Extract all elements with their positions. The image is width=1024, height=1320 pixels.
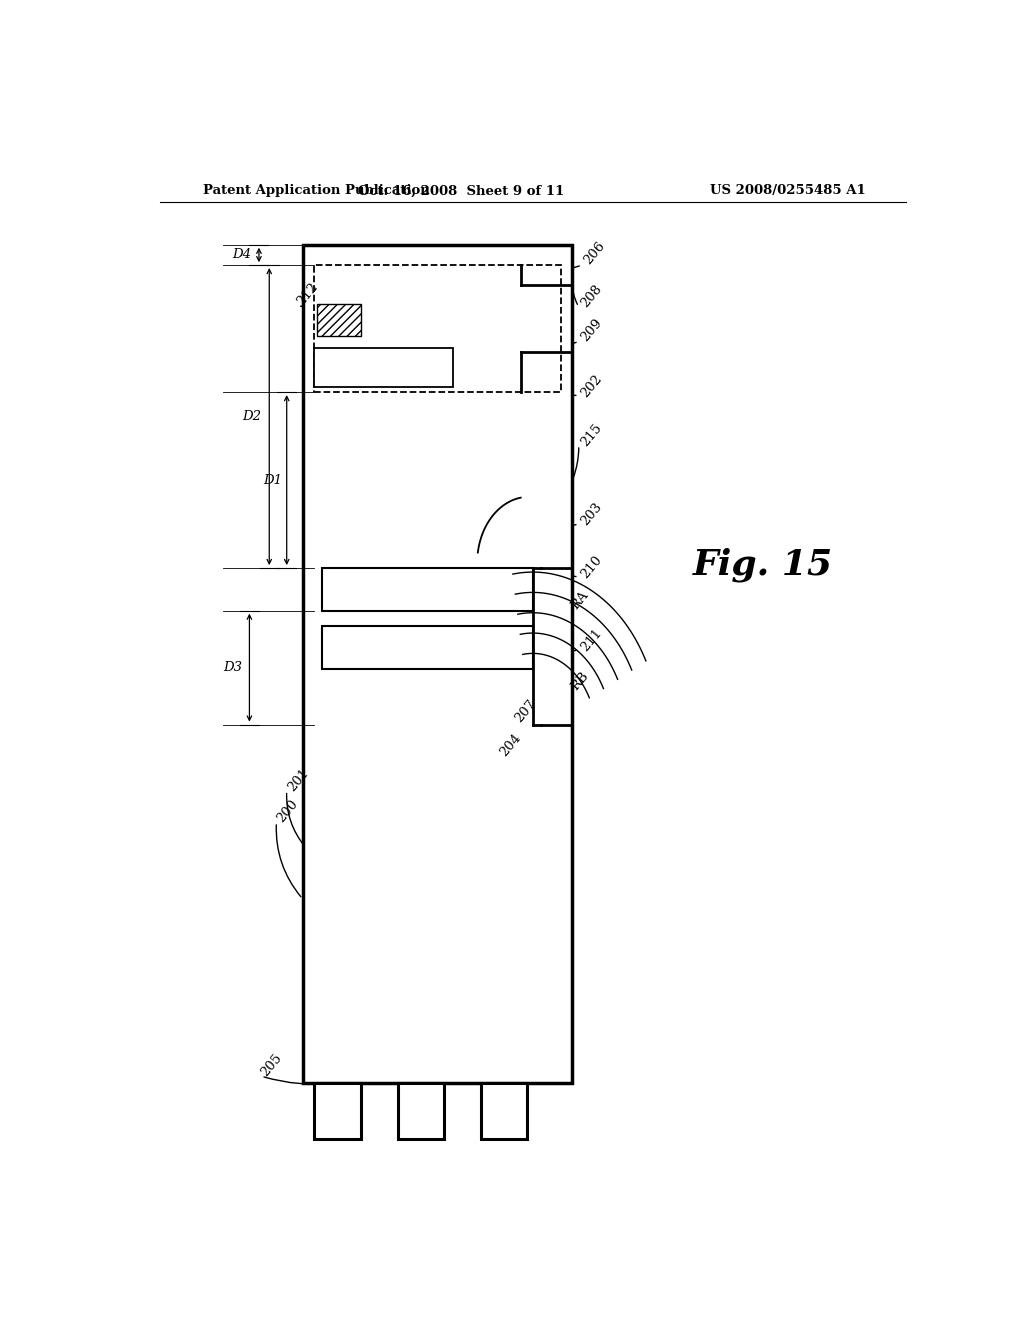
- Text: RA: RA: [568, 589, 591, 611]
- Bar: [323, 626, 532, 669]
- Bar: [303, 244, 572, 1084]
- Text: 200: 200: [274, 797, 300, 825]
- Text: 202: 202: [578, 372, 604, 400]
- Text: D4: D4: [232, 248, 251, 261]
- Text: D2: D2: [243, 411, 261, 424]
- Text: RB: RB: [568, 669, 591, 693]
- Text: 211: 211: [578, 627, 604, 655]
- Text: 205: 205: [259, 1052, 285, 1080]
- Text: 208: 208: [578, 282, 604, 310]
- Text: D3: D3: [223, 661, 243, 675]
- Text: 201: 201: [285, 766, 311, 793]
- Bar: [397, 1084, 443, 1139]
- Text: 215: 215: [578, 421, 604, 449]
- Text: D1: D1: [263, 474, 282, 487]
- Text: 209: 209: [578, 317, 604, 345]
- Bar: [314, 265, 560, 392]
- Text: Oct. 16, 2008  Sheet 9 of 11: Oct. 16, 2008 Sheet 9 of 11: [358, 185, 564, 198]
- Text: 206: 206: [582, 239, 608, 267]
- Text: US 2008/0255485 A1: US 2008/0255485 A1: [711, 185, 866, 198]
- Text: Patent Application Publication: Patent Application Publication: [204, 185, 430, 198]
- Bar: [314, 1084, 360, 1139]
- Text: 204: 204: [498, 731, 524, 759]
- Text: 207: 207: [512, 697, 539, 725]
- Bar: [316, 304, 360, 337]
- Text: Fig. 15: Fig. 15: [693, 548, 833, 582]
- Bar: [314, 348, 454, 387]
- Bar: [323, 568, 532, 611]
- Text: 210: 210: [578, 553, 604, 581]
- Text: 203: 203: [578, 500, 604, 528]
- Bar: [481, 1084, 527, 1139]
- Text: 212: 212: [295, 280, 321, 308]
